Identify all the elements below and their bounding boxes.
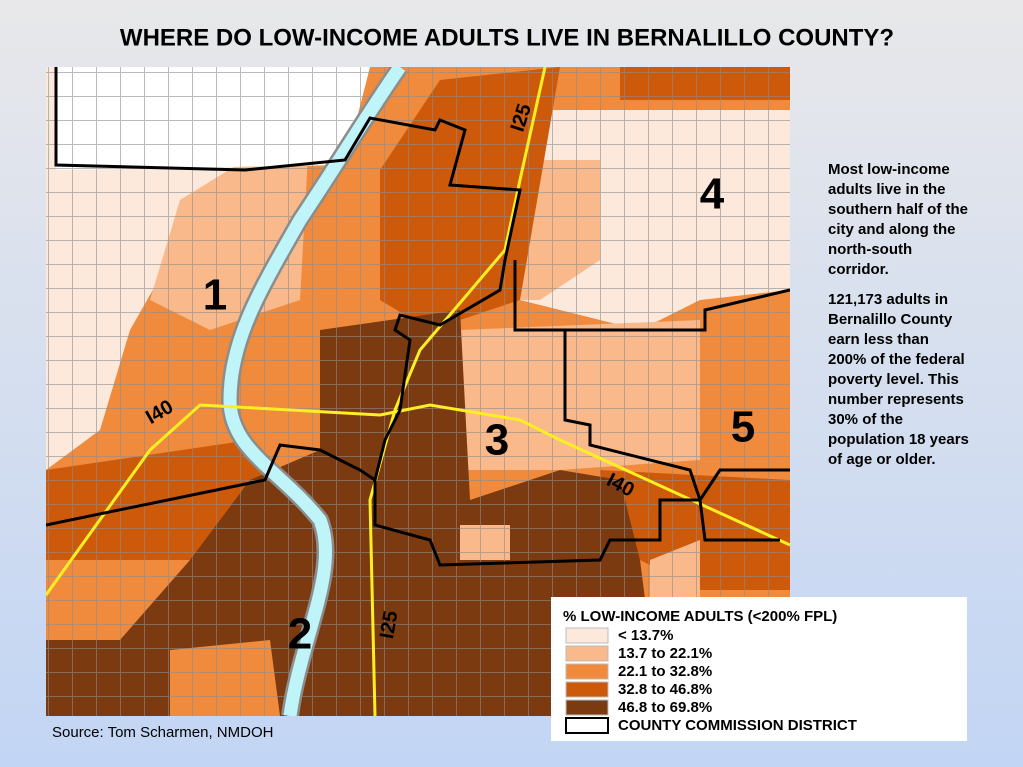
- source: Source: Tom Scharmen, NMDOH: [52, 724, 273, 741]
- map: 1 2 3 4 5 I25 I25 I40 I40: [46, 67, 790, 716]
- notes: Most low-income adults live in the south…: [828, 160, 970, 480]
- district-label: 4: [700, 170, 725, 219]
- legend-swatch: [565, 645, 609, 662]
- highway: [368, 67, 547, 716]
- legend-swatch: [565, 699, 609, 716]
- legend-label: COUNTY COMMISSION DISTRICT: [618, 717, 857, 734]
- legend-label: 46.8 to 69.8%: [618, 699, 712, 716]
- legend-swatch: [565, 717, 609, 734]
- district-boundaries: [46, 67, 790, 567]
- note: Most low-income adults live in the south…: [828, 161, 968, 278]
- highway: [46, 403, 790, 596]
- title: WHERE DO LOW-INCOME ADULTS LIVE IN BERNA…: [120, 24, 894, 51]
- legend-label: 32.8 to 46.8%: [618, 681, 712, 698]
- legend-swatch: [565, 627, 609, 644]
- legend: % LOW-INCOME ADULTS (<200% FPL) < 13.7%1…: [551, 597, 967, 741]
- highway-label: I25: [376, 609, 402, 640]
- river: [223, 67, 406, 716]
- legend-label: 13.7 to 22.1%: [618, 645, 712, 662]
- legend-swatch: [565, 681, 609, 698]
- legend-label: 22.1 to 32.8%: [618, 663, 712, 680]
- legend-swatch: [565, 663, 609, 680]
- district-label: 2: [288, 610, 312, 659]
- legend-label: < 13.7%: [618, 627, 673, 644]
- district-label: 3: [485, 416, 509, 465]
- note: 121,173 adults in Bernalillo County earn…: [828, 291, 969, 468]
- district-label: 1: [203, 271, 227, 320]
- legend-box: [551, 597, 967, 741]
- district-label: 5: [731, 403, 755, 452]
- legend-title: % LOW-INCOME ADULTS (<200% FPL): [563, 608, 837, 625]
